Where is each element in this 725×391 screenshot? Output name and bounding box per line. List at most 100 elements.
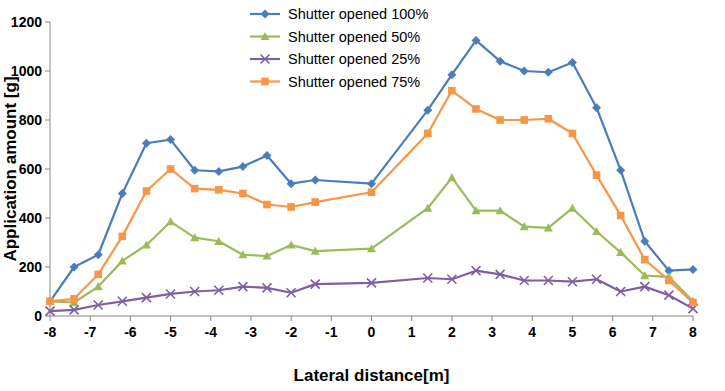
data-point (544, 276, 553, 285)
data-point (640, 271, 649, 279)
x-tick-label: 6 (609, 324, 617, 340)
y-tick (45, 169, 50, 170)
legend-marker (261, 55, 270, 64)
data-point (367, 278, 376, 287)
x-tick-label: 3 (488, 324, 496, 340)
data-point (215, 186, 223, 194)
x-tick (331, 316, 332, 321)
data-point (544, 223, 553, 231)
x-tick (90, 316, 91, 321)
data-point (520, 276, 529, 285)
x-tick-label: -6 (124, 324, 137, 340)
data-point (238, 282, 247, 291)
data-point (592, 227, 601, 235)
data-point (287, 203, 295, 211)
x-tick (492, 316, 493, 321)
legend-marker (261, 32, 270, 40)
data-point (311, 247, 320, 255)
x-tick-label: 1 (408, 324, 416, 340)
data-point (166, 135, 175, 144)
data-point (471, 36, 480, 45)
data-point (263, 201, 271, 209)
data-point (641, 256, 649, 264)
data-point (616, 248, 625, 256)
y-tick-label: 200 (19, 259, 43, 275)
data-point (616, 166, 625, 175)
data-point (423, 204, 432, 212)
data-point (142, 240, 151, 248)
data-point (94, 300, 103, 309)
data-point (94, 250, 103, 259)
data-point (664, 291, 673, 300)
series-line (50, 91, 693, 303)
x-tick-label: 8 (689, 324, 697, 340)
x-tick-label: -1 (325, 324, 338, 340)
y-tick-label: 400 (19, 210, 43, 226)
data-point (496, 270, 505, 279)
data-point (368, 188, 376, 196)
data-point (263, 283, 272, 292)
data-point (472, 105, 480, 113)
data-point (119, 233, 127, 241)
legend-label: Shutter opened 75% (288, 74, 420, 90)
data-point (689, 265, 698, 274)
data-point (471, 206, 480, 214)
data-point (311, 176, 320, 185)
x-tick (652, 316, 653, 321)
y-tick-label: 800 (19, 112, 43, 128)
x-tick-label: -2 (285, 324, 298, 340)
data-point (190, 166, 199, 175)
x-tick (572, 316, 573, 321)
data-point (520, 222, 529, 230)
x-tick-label: 0 (368, 324, 376, 340)
data-point (287, 288, 296, 297)
data-point (166, 289, 175, 298)
data-point (70, 295, 78, 303)
data-point (424, 130, 432, 138)
series-line (50, 271, 693, 311)
data-point (568, 204, 577, 212)
data-point (447, 70, 456, 79)
x-tick-label: -4 (205, 324, 218, 340)
data-point (311, 280, 320, 289)
data-point (367, 244, 376, 252)
data-point (191, 185, 199, 193)
x-tick-label: 2 (448, 324, 456, 340)
legend: Shutter opened 100%Shutter opened 50%Shu… (250, 6, 428, 90)
chart: 020040060080010001200-8-7-6-5-4-3-2-1012… (0, 0, 725, 391)
data-point (447, 173, 456, 181)
series-line (50, 40, 693, 301)
y-tick (45, 71, 50, 72)
legend-label: Shutter opened 25% (288, 51, 420, 67)
data-point (238, 162, 247, 171)
x-tick (612, 316, 613, 321)
x-tick (371, 316, 372, 321)
x-tick (130, 316, 131, 321)
x-tick-label: -8 (44, 324, 57, 340)
data-point (214, 167, 223, 176)
data-point (520, 116, 528, 124)
legend-marker (261, 10, 270, 19)
x-tick (170, 316, 171, 321)
data-point (311, 198, 319, 206)
data-point (569, 130, 577, 138)
data-point (367, 179, 376, 188)
data-point (592, 275, 601, 284)
data-point (496, 57, 505, 66)
data-point (118, 256, 127, 264)
data-point (166, 217, 175, 225)
legend-marker (261, 78, 269, 86)
data-point (214, 286, 223, 295)
data-point (70, 263, 79, 272)
data-point (423, 106, 432, 115)
data-point (640, 282, 649, 291)
data-point (190, 233, 199, 241)
y-tick (45, 218, 50, 219)
x-axis-label: Lateral distance[m] (294, 366, 450, 385)
data-point (287, 240, 296, 248)
data-point (665, 277, 673, 285)
legend-label: Shutter opened 100% (288, 6, 428, 22)
data-point (46, 297, 55, 306)
data-point (94, 271, 102, 279)
x-tick (451, 316, 452, 321)
